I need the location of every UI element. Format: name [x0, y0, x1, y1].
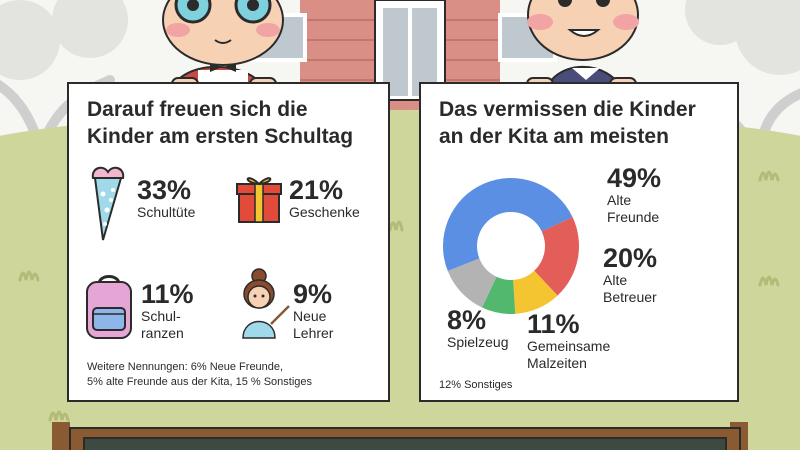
stat-backpack-percent: 11% [141, 279, 194, 309]
stat-backpack-label-line-1: Schul- [141, 308, 181, 324]
school-cone-icon [91, 166, 125, 241]
stat-backpack: 11% Schul- ranzen [141, 280, 194, 342]
donut-slice-sonstiges [447, 258, 497, 308]
teacher-icon [242, 268, 290, 339]
left-card-footnote: Weitere Nennungen: 6% Neue Freunde, 5% a… [87, 360, 312, 390]
left-card-title: Darauf freuen sich die Kinder am ersten … [87, 96, 377, 150]
stat-school-cone: 33% Schultüte [137, 176, 195, 221]
stat-teachers-percent: 9% [293, 279, 333, 309]
backpack-icon [86, 275, 132, 339]
slice-percent-alte-freunde: 49% [607, 163, 662, 193]
left-info-card: Darauf freuen sich die Kinder am ersten … [67, 82, 390, 402]
slice-label-spielzeug: 8% Spielzeug [447, 306, 509, 351]
right-title-line-1: Das vermissen die Kinder [439, 98, 696, 121]
chalkboard [52, 422, 748, 450]
right-chart-card: Das vermissen die Kinder an der Kita am … [419, 82, 739, 402]
left-footnote-line-1: Weitere Nennungen: 6% Neue Freunde, [87, 361, 284, 373]
stat-teachers-label-line-1: Neue [293, 308, 327, 324]
stat-teachers-label-line-2: Lehrer [293, 325, 334, 341]
slice-percent-gemeinsame-malzeiten: 11% [527, 309, 580, 339]
slice-label-gemeinsame-malzeiten: 11% Gemeinsame Malzeiten [527, 310, 610, 372]
stat-school-cone-percent: 33% [137, 175, 192, 205]
stat-teachers-label: Neue Lehrer [293, 308, 333, 342]
slice-label-alte-betreuer: 20% Alte Betreuer [603, 244, 657, 306]
donut-slice-spielzeug [482, 276, 516, 314]
gift-icon [236, 177, 282, 223]
right-card-footnote: 12% Sonstiges [439, 379, 513, 391]
stat-school-cone-label: Schultüte [137, 204, 196, 220]
stat-gifts: 21% Geschenke [289, 176, 360, 221]
background-foliage [0, 0, 800, 80]
slice-name-gemeinsame-malzeiten-line-1: Gemeinsame [527, 338, 611, 354]
slice-name-alte-freunde: Alte Freunde [607, 192, 661, 226]
slice-name-alte-betreuer: Alte Betreuer [603, 272, 657, 306]
slice-name-alte-betreuer-line-1: Alte [603, 272, 628, 288]
slice-name-gemeinsame-malzeiten-line-2: Malzeiten [527, 355, 587, 371]
donut-chart [442, 177, 579, 314]
right-title-line-2: an der Kita am meisten [439, 125, 669, 148]
donut-slice-alte-betreuer [534, 217, 579, 296]
stat-backpack-label: Schul- ranzen [141, 308, 194, 342]
slice-percent-spielzeug: 8% [447, 305, 487, 335]
right-card-title: Das vermissen die Kinder an der Kita am … [439, 96, 729, 150]
girl-character [526, 0, 639, 96]
slice-name-alte-freunde-line-2: Freunde [607, 209, 660, 225]
stat-gifts-percent: 21% [289, 175, 344, 205]
left-footnote-line-2: 5% alte Freunde aus der Kita, 15 % Sonst… [87, 376, 313, 388]
slice-name-alte-betreuer-line-2: Betreuer [603, 289, 657, 305]
slice-percent-alte-betreuer: 20% [603, 243, 658, 273]
slice-name-spielzeug: Spielzeug [447, 334, 509, 350]
stat-teachers: 9% Neue Lehrer [293, 280, 333, 342]
slice-name-alte-freunde-line-1: Alte [607, 192, 632, 208]
boy-character [162, 0, 284, 96]
grass-tufts [18, 170, 780, 422]
left-title-line-1: Darauf freuen sich die [87, 98, 308, 121]
slice-label-alte-freunde: 49% Alte Freunde [607, 164, 661, 226]
stat-backpack-label-line-2: ranzen [141, 325, 184, 341]
stat-gifts-label: Geschenke [289, 204, 360, 220]
donut-slice-alte-freunde [442, 177, 573, 272]
donut-slice-gemeinsame-malzeiten [513, 270, 558, 314]
left-title-line-2: Kinder am ersten Schultag [87, 125, 354, 148]
slice-name-gemeinsame-malzeiten: Gemeinsame Malzeiten [527, 338, 610, 372]
